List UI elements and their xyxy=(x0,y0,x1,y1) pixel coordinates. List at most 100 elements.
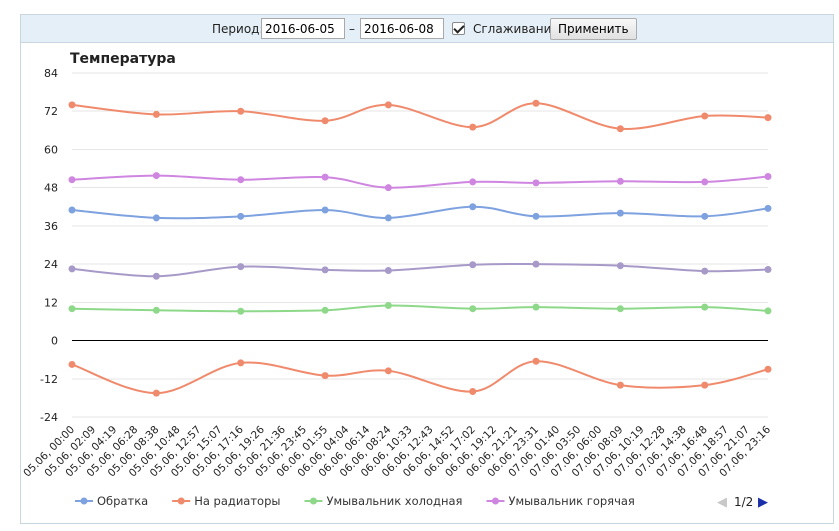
data-point xyxy=(68,305,76,313)
series-3 xyxy=(68,172,772,192)
data-point xyxy=(532,357,540,365)
legend-item[interactable]: Умывальник холодная xyxy=(304,494,462,508)
period-label: Период: xyxy=(212,22,264,36)
legend-prev-arrow: ◀ xyxy=(717,495,727,510)
data-point xyxy=(68,101,76,109)
legend-item[interactable]: На радиаторы xyxy=(172,494,280,508)
series-line xyxy=(71,304,769,313)
y-tick-label: 12 xyxy=(44,296,58,309)
legend-pager: ◀ 1/2 ▶ xyxy=(717,495,768,510)
data-point xyxy=(469,123,477,131)
data-point xyxy=(616,262,624,270)
data-point xyxy=(616,177,624,185)
data-point xyxy=(384,367,392,375)
data-point xyxy=(321,173,329,181)
grid-lines xyxy=(72,72,768,418)
legend-page-number: 1/2 xyxy=(734,495,753,509)
series-line xyxy=(71,102,769,130)
data-point xyxy=(321,372,329,380)
series-line xyxy=(71,174,769,189)
data-point xyxy=(532,99,540,107)
data-point xyxy=(237,212,245,220)
data-point xyxy=(616,125,624,133)
chart-panel: Период: – Сглаживание Применить xyxy=(20,14,834,524)
y-tick-label: 36 xyxy=(44,220,58,233)
data-point xyxy=(469,388,477,396)
data-point xyxy=(384,101,392,109)
data-point xyxy=(701,178,709,186)
date-to-input[interactable] xyxy=(360,18,444,39)
data-point xyxy=(68,206,76,214)
data-point xyxy=(152,306,160,314)
data-point xyxy=(701,112,709,120)
data-point xyxy=(68,360,76,368)
smoothing-checkbox[interactable] xyxy=(452,22,465,35)
legend-label: Умывальник горячая xyxy=(508,494,634,508)
data-point xyxy=(532,212,540,220)
legend: Обратка На радиаторы Умывальник холодная Ум… xyxy=(75,494,635,508)
series-1 xyxy=(68,99,772,133)
y-tick-label: 60 xyxy=(44,143,58,156)
legend-item[interactable]: Обратка xyxy=(75,494,148,508)
data-point xyxy=(616,381,624,389)
apply-button[interactable]: Применить xyxy=(550,18,637,40)
data-point xyxy=(701,267,709,275)
series-line xyxy=(71,205,769,220)
series-line xyxy=(71,262,769,278)
data-point xyxy=(152,214,160,222)
data-point xyxy=(469,178,477,186)
y-tick-label: 72 xyxy=(44,105,58,118)
y-tick-label: 84 xyxy=(44,67,58,80)
data-point xyxy=(469,203,477,211)
data-point xyxy=(237,359,245,367)
legend-label: Обратка xyxy=(97,494,148,508)
legend-label: На радиаторы xyxy=(194,494,280,508)
data-point xyxy=(321,266,329,274)
data-point xyxy=(532,303,540,311)
data-point xyxy=(237,263,245,271)
data-point xyxy=(616,305,624,313)
data-point xyxy=(384,266,392,274)
data-point xyxy=(321,206,329,214)
legend-marker xyxy=(177,497,185,505)
data-point xyxy=(764,173,772,181)
data-point xyxy=(152,389,160,397)
data-point xyxy=(701,212,709,220)
data-point xyxy=(68,176,76,184)
legend-marker xyxy=(491,497,499,505)
series-line xyxy=(71,360,769,395)
legend-item[interactable]: Умывальник горячая xyxy=(486,494,635,508)
data-point xyxy=(152,110,160,118)
y-tick-label: 24 xyxy=(44,258,58,271)
legend-marker xyxy=(80,497,88,505)
data-point xyxy=(764,307,772,315)
data-point xyxy=(321,306,329,314)
date-from-input[interactable] xyxy=(261,18,345,39)
chart-title: Температура xyxy=(70,51,176,67)
y-tick-label: 48 xyxy=(44,182,58,195)
data-point xyxy=(384,214,392,222)
legend-marker xyxy=(309,497,317,505)
legend-next-arrow[interactable]: ▶ xyxy=(758,495,768,510)
data-point xyxy=(764,266,772,274)
data-point xyxy=(237,176,245,184)
y-axis: 84 72 60 48 36 24 12 0 -12 -24 xyxy=(40,67,58,424)
data-point xyxy=(237,107,245,115)
filter-toolbar: Период: – Сглаживание Применить xyxy=(21,15,833,43)
data-point xyxy=(68,265,76,273)
data-point xyxy=(321,117,329,125)
y-tick-label: 0 xyxy=(51,335,58,348)
series-0 xyxy=(68,203,772,222)
series-2 xyxy=(68,302,772,315)
data-point xyxy=(152,172,160,180)
data-point xyxy=(384,184,392,192)
date-range-dash: – xyxy=(349,22,355,36)
data-point xyxy=(469,305,477,313)
data-point xyxy=(237,307,245,315)
series-4 xyxy=(68,260,772,280)
y-tick-label: -24 xyxy=(40,411,58,424)
data-point xyxy=(701,303,709,311)
data-point xyxy=(616,209,624,217)
